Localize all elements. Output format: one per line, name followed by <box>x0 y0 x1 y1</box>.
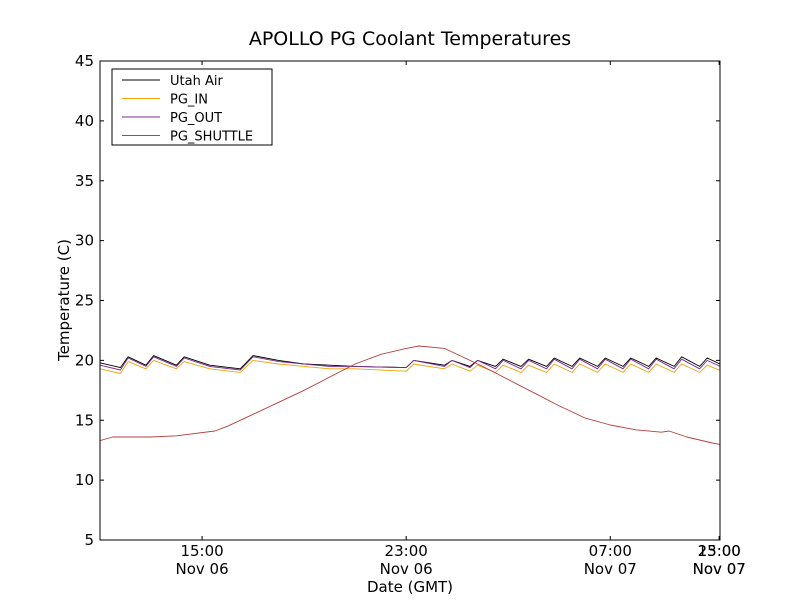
y-tick-label: 20 <box>75 351 94 369</box>
y-tick-label: 15 <box>75 411 94 429</box>
y-tick-label: 30 <box>75 232 94 250</box>
x-tick-label-date: Nov 07 <box>693 560 746 578</box>
x-tick-label-time: 23:00 <box>385 542 428 560</box>
legend-label: PG_SHUTTLE <box>170 130 253 145</box>
series-line-pg-out <box>100 356 720 371</box>
x-tick-label-date: Nov 07 <box>584 560 637 578</box>
series-line-pg-shuttle <box>100 345 720 445</box>
x-tick-label-date: Nov 06 <box>380 560 433 578</box>
legend-box <box>111 68 273 146</box>
x-tick-label-date: Nov 07 <box>693 560 746 578</box>
y-tick-label: 45 <box>75 52 94 70</box>
series-line-pg-in <box>100 359 720 374</box>
legend-label: PG_OUT <box>170 111 222 126</box>
chart-title: APOLLO PG Coolant Temperatures <box>249 28 571 50</box>
x-tick-label-time: 23:00 <box>698 542 741 560</box>
x-axis-label: Date (GMT) <box>367 578 453 596</box>
y-tick-label: 10 <box>75 471 94 489</box>
y-tick-label: 40 <box>75 112 94 130</box>
y-tick-label: 35 <box>75 172 94 190</box>
x-tick-label-time: 15:00 <box>698 542 741 560</box>
series-lines <box>100 345 720 445</box>
x-tick-label-time: 15:00 <box>180 542 223 560</box>
y-tick-label: 5 <box>84 531 94 549</box>
x-tick-label-date: Nov 06 <box>175 560 228 578</box>
legend-label: Utah Air <box>170 74 223 89</box>
legend: Utah Air PG_IN PG_OUT PG_SHUTTLE <box>111 68 273 146</box>
y-axis-label: Temperature (C) <box>55 239 73 362</box>
x-tick-label-time: 07:00 <box>589 542 632 560</box>
y-tick-label: 25 <box>75 292 94 310</box>
legend-label: PG_IN <box>170 93 208 108</box>
